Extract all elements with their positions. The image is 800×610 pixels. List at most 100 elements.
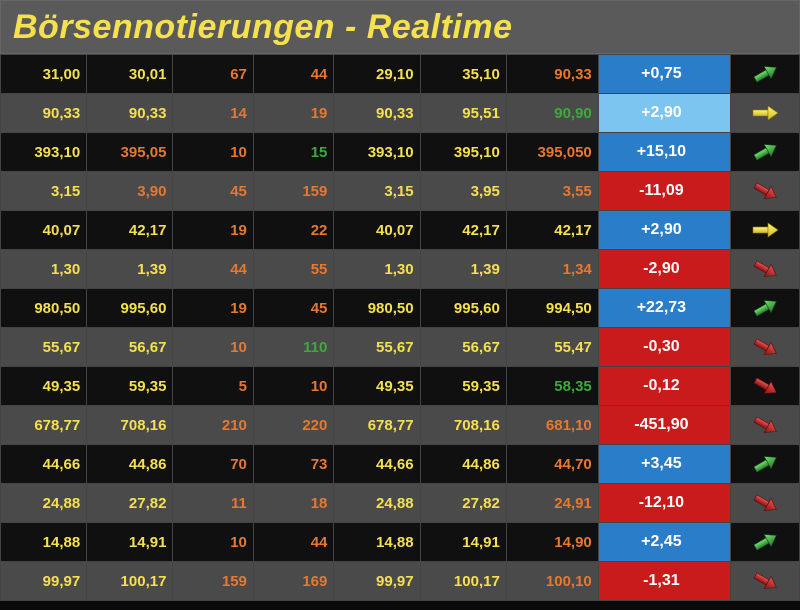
quote-cell: 56,67 — [87, 328, 173, 367]
arrow-down-icon — [750, 258, 780, 280]
header-bar: Börsennotierungen - Realtime — [0, 0, 800, 54]
quote-cell: 19 — [173, 289, 253, 328]
quote-cell: 220 — [253, 406, 333, 445]
quote-cell: 55,67 — [1, 328, 87, 367]
arrow-flat-icon — [750, 102, 780, 124]
quote-cell: 3,15 — [334, 172, 420, 211]
change-cell: -1,31 — [598, 562, 730, 601]
quote-cell: 73 — [253, 445, 333, 484]
quote-cell: 995,60 — [87, 289, 173, 328]
quote-cell: 56,67 — [420, 328, 506, 367]
table-row: 49,3559,3551049,3559,3558,35-0,12 — [1, 367, 800, 406]
quote-cell: 3,95 — [420, 172, 506, 211]
quote-cell: 5 — [173, 367, 253, 406]
quote-cell: 55,47 — [506, 328, 598, 367]
quote-cell: 19 — [253, 94, 333, 133]
quote-cell: 70 — [173, 445, 253, 484]
quote-cell: 95,51 — [420, 94, 506, 133]
quote-cell: 678,77 — [334, 406, 420, 445]
quote-cell: 1,30 — [1, 250, 87, 289]
quote-cell: 27,82 — [420, 484, 506, 523]
quote-cell: 90,33 — [1, 94, 87, 133]
quote-cell: 11 — [173, 484, 253, 523]
arrow-down-icon — [750, 414, 780, 436]
quote-cell: 44,86 — [87, 445, 173, 484]
quote-cell: 27,82 — [87, 484, 173, 523]
trend-arrow-cell — [730, 94, 799, 133]
quote-cell: 678,77 — [1, 406, 87, 445]
quote-cell: 35,10 — [420, 55, 506, 94]
quote-cell: 110 — [253, 328, 333, 367]
arrow-down-icon — [750, 180, 780, 202]
quote-cell: 10 — [173, 523, 253, 562]
arrow-down-icon — [750, 336, 780, 358]
table-row: 40,0742,17192240,0742,1742,17+2,90 — [1, 211, 800, 250]
change-cell: +3,45 — [598, 445, 730, 484]
quote-cell: 30,01 — [87, 55, 173, 94]
quote-cell: 40,07 — [1, 211, 87, 250]
table-row: 393,10395,051015393,10395,10395,050+15,1… — [1, 133, 800, 172]
change-cell: -0,12 — [598, 367, 730, 406]
quote-cell: 3,15 — [1, 172, 87, 211]
trend-arrow-cell — [730, 523, 799, 562]
quotes-table: 31,0030,01674429,1035,1090,33+0,7590,339… — [0, 54, 800, 601]
quote-cell: 14,91 — [420, 523, 506, 562]
quote-cell: 994,50 — [506, 289, 598, 328]
quote-cell: 10 — [253, 367, 333, 406]
table-row: 44,6644,86707344,6644,8644,70+3,45 — [1, 445, 800, 484]
quote-cell: 90,33 — [334, 94, 420, 133]
quote-cell: 55 — [253, 250, 333, 289]
trend-arrow-cell — [730, 289, 799, 328]
quote-cell: 24,88 — [1, 484, 87, 523]
quote-cell: 980,50 — [1, 289, 87, 328]
quote-cell: 210 — [173, 406, 253, 445]
quote-cell: 3,90 — [87, 172, 173, 211]
table-row: 24,8827,82111824,8827,8224,91-12,10 — [1, 484, 800, 523]
quote-cell: 99,97 — [334, 562, 420, 601]
quote-cell: 14,91 — [87, 523, 173, 562]
quote-cell: 395,05 — [87, 133, 173, 172]
quote-cell: 42,17 — [506, 211, 598, 250]
change-cell: +22,73 — [598, 289, 730, 328]
quote-cell: 10 — [173, 328, 253, 367]
quote-cell: 58,35 — [506, 367, 598, 406]
arrow-down-icon — [750, 570, 780, 592]
table-row: 55,6756,671011055,6756,6755,47-0,30 — [1, 328, 800, 367]
change-cell: -12,10 — [598, 484, 730, 523]
quote-cell: 67 — [173, 55, 253, 94]
quote-cell: 395,10 — [420, 133, 506, 172]
quote-cell: 169 — [253, 562, 333, 601]
quote-cell: 1,39 — [87, 250, 173, 289]
quote-cell: 1,34 — [506, 250, 598, 289]
change-cell: -0,30 — [598, 328, 730, 367]
quote-cell: 44 — [253, 55, 333, 94]
quote-cell: 14,88 — [334, 523, 420, 562]
quote-cell: 995,60 — [420, 289, 506, 328]
quote-cell: 99,97 — [1, 562, 87, 601]
quote-cell: 681,10 — [506, 406, 598, 445]
change-cell: -451,90 — [598, 406, 730, 445]
quote-cell: 90,33 — [506, 55, 598, 94]
table-row: 14,8814,91104414,8814,9114,90+2,45 — [1, 523, 800, 562]
quote-cell: 100,17 — [87, 562, 173, 601]
quote-cell: 22 — [253, 211, 333, 250]
change-cell: +2,90 — [598, 211, 730, 250]
table-row: 1,301,3944551,301,391,34-2,90 — [1, 250, 800, 289]
quote-cell: 14,90 — [506, 523, 598, 562]
table-row: 980,50995,601945980,50995,60994,50+22,73 — [1, 289, 800, 328]
quote-cell: 40,07 — [334, 211, 420, 250]
quote-cell: 393,10 — [1, 133, 87, 172]
quote-cell: 18 — [253, 484, 333, 523]
quote-cell: 10 — [173, 133, 253, 172]
trend-arrow-cell — [730, 445, 799, 484]
quote-cell: 29,10 — [334, 55, 420, 94]
quote-cell: 90,90 — [506, 94, 598, 133]
arrow-up-icon — [750, 453, 780, 475]
table-row: 90,3390,33141990,3395,5190,90+2,90 — [1, 94, 800, 133]
quote-cell: 59,35 — [87, 367, 173, 406]
arrow-down-icon — [750, 375, 780, 397]
quote-cell: 44,66 — [1, 445, 87, 484]
trend-arrow-cell — [730, 367, 799, 406]
trend-arrow-cell — [730, 328, 799, 367]
change-cell: +0,75 — [598, 55, 730, 94]
